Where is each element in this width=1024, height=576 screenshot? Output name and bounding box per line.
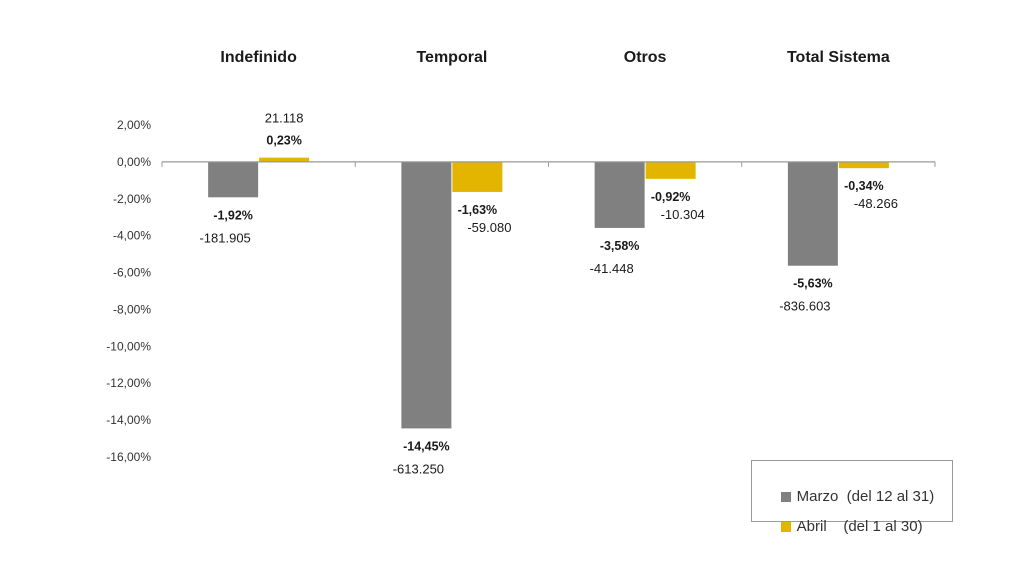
y-tick-label: -4,00%	[113, 229, 151, 243]
data-label-percent: -1,92%	[213, 208, 253, 222]
y-tick-label: -8,00%	[113, 302, 151, 316]
category-title: Temporal	[416, 49, 487, 66]
data-label-count: -181.905	[199, 230, 250, 245]
legend-label-abril: Abril (del 1 al 30)	[796, 518, 923, 536]
data-label-percent: 0,23%	[266, 134, 301, 148]
y-tick-label: 2,00%	[117, 118, 151, 132]
category-title: Total Sistema	[787, 49, 890, 66]
bar-marzo	[401, 161, 452, 429]
data-label-percent: -0,92%	[651, 190, 691, 204]
category-title: Otros	[624, 49, 667, 66]
bar-marzo	[787, 161, 838, 266]
data-label-count: -48.266	[854, 196, 898, 211]
chart-legend: Marzo (del 12 al 31) Abril (del 1 al 30)	[751, 460, 953, 535]
data-label-count: -836.603	[779, 299, 830, 314]
data-label-count: -59.080	[467, 220, 511, 235]
data-label-percent: -14,45%	[403, 439, 450, 453]
y-tick-label: 0,00%	[117, 155, 151, 169]
bar-marzo	[594, 161, 645, 228]
legend-item-abril: Abril (del 1 al 30)	[764, 497, 923, 535]
category-title: Indefinido	[220, 49, 297, 66]
bar-abril	[452, 161, 503, 192]
y-tick-label: -6,00%	[113, 266, 151, 280]
data-label-percent: -5,63%	[793, 277, 833, 291]
y-tick-label: -10,00%	[106, 339, 151, 353]
data-label-percent: -0,34%	[844, 179, 884, 193]
bar-marzo	[208, 161, 259, 198]
data-label-count: 21.118	[265, 111, 304, 126]
data-label-count: -41.448	[590, 261, 634, 276]
bar-abril	[838, 161, 889, 169]
data-label-count: -10.304	[661, 207, 705, 222]
legend-swatch-marzo	[780, 492, 791, 503]
data-label-percent: -3,58%	[600, 239, 640, 253]
y-tick-label: -2,00%	[113, 192, 151, 206]
data-label-percent: -1,63%	[458, 203, 498, 217]
legend-item-marzo: Marzo (del 12 al 31)	[764, 467, 934, 505]
bar-abril	[259, 157, 310, 162]
data-label-count: -613.250	[393, 461, 444, 476]
y-tick-label: -14,00%	[106, 413, 151, 427]
legend-swatch-abril	[780, 522, 791, 533]
legend-label-marzo: Marzo (del 12 al 31)	[796, 488, 935, 506]
bar-abril	[645, 161, 696, 179]
y-tick-label: -16,00%	[106, 450, 151, 464]
y-tick-label: -12,00%	[106, 376, 151, 390]
